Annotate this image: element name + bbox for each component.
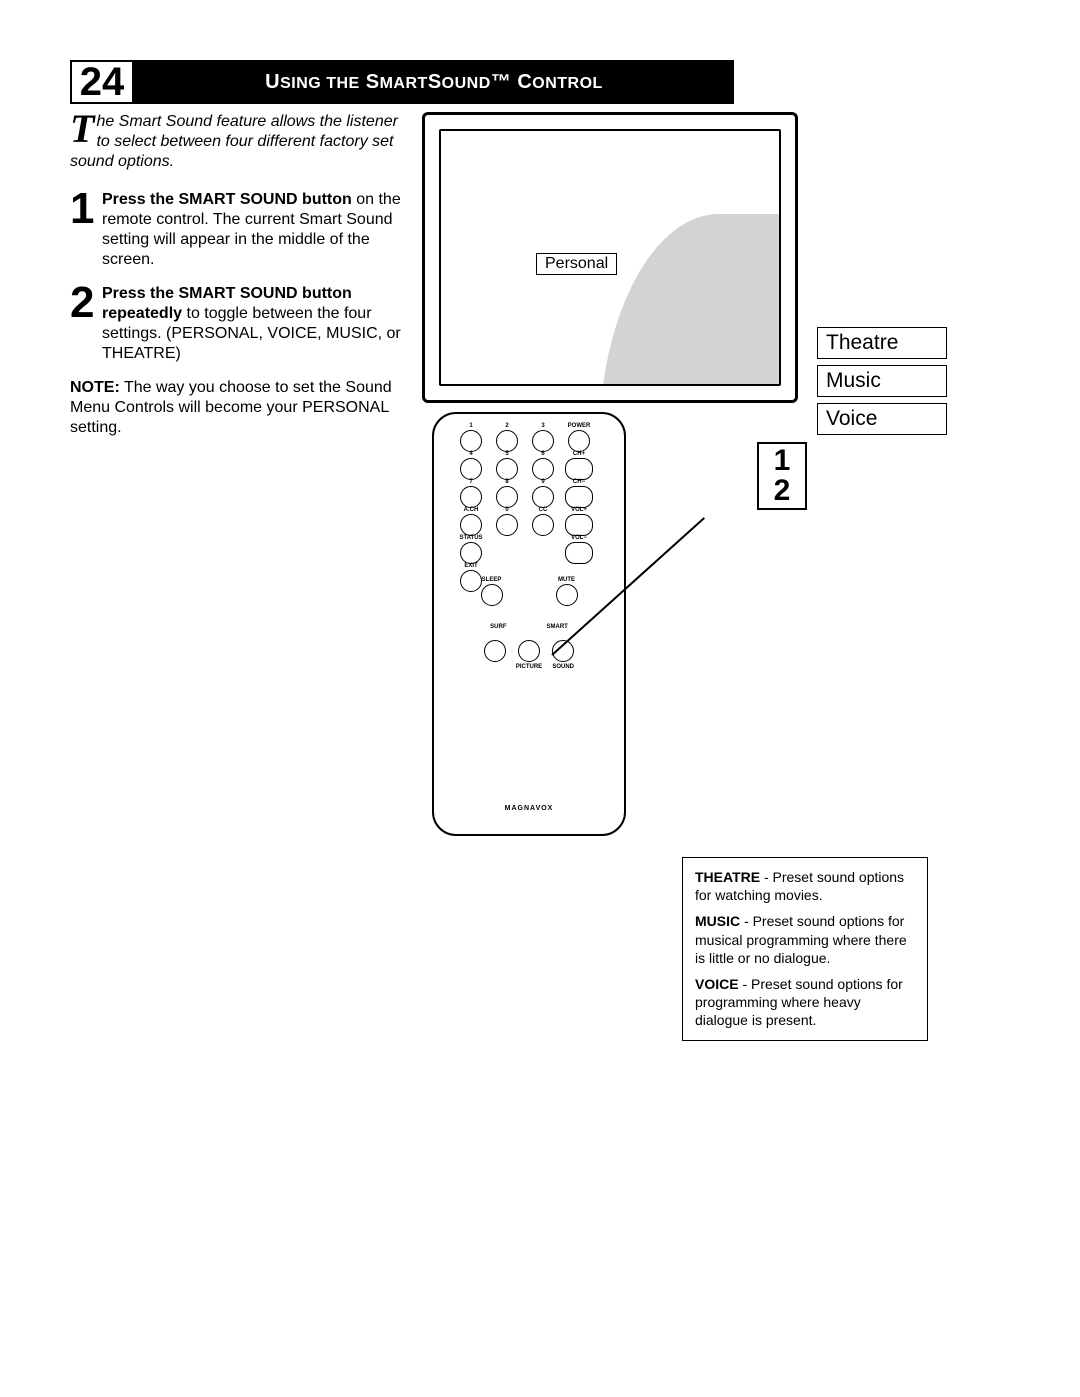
page-title: USING THE SMARTSOUND™ CONTROL	[134, 60, 734, 104]
def-voice: VOICE - Preset sound options for program…	[695, 975, 915, 1030]
remote-brand: MAGNAVOX	[434, 805, 624, 812]
remote-smart-section: SURF SMART PICTURE	[454, 624, 604, 670]
step-callout: 1 2	[757, 442, 807, 510]
step-number: 2	[70, 284, 102, 364]
remote-control: 1 2 3 POWER 4 5 6 CH+ 7 8 9 CH−	[432, 412, 622, 832]
remote-sleep-mute-row: SLEEP MUTE	[454, 584, 604, 606]
sound-options-list: Theatre Music Voice	[817, 327, 947, 441]
remote-btn-ach: A.CH	[460, 514, 482, 536]
remote-btn-6: 6	[532, 458, 554, 480]
step-body: Press the SMART SOUND button repeatedly …	[102, 284, 410, 364]
remote-keypad: 1 2 3 POWER 4 5 6 CH+ 7 8 9 CH−	[456, 428, 594, 594]
callout-1: 1	[759, 446, 805, 476]
illustration-column: Personal Theatre Music Voice 1 2	[422, 112, 982, 438]
title-text: USING THE SMARTSOUND™ CONTROL	[265, 71, 603, 94]
remote-btn-smart-picture	[518, 640, 540, 662]
surf-label: SURF	[490, 624, 506, 630]
smart-label: SMART	[547, 624, 568, 630]
step-1: 1 Press the SMART SOUND button on the re…	[70, 190, 410, 270]
step-body: Press the SMART SOUND button on the remo…	[102, 190, 410, 270]
remote-btn-1: 1	[460, 430, 482, 452]
def-music: MUSIC - Preset sound options for musical…	[695, 912, 915, 967]
intro-paragraph: T he Smart Sound feature allows the list…	[70, 112, 410, 172]
remote-btn-vol-dn: VOL−	[565, 542, 593, 564]
remote-btn-9: 9	[532, 486, 554, 508]
tv-outline: Personal	[422, 112, 798, 403]
remote-btn-sleep: SLEEP	[481, 584, 503, 606]
remote-btn-2: 2	[496, 430, 518, 452]
remote-btn-7: 7	[460, 486, 482, 508]
step-bold: Press the SMART SOUND button	[102, 191, 352, 208]
remote-btn-status: STATUS	[460, 542, 482, 564]
sound-label: SOUND	[552, 664, 574, 670]
tv-onscreen-label: Personal	[536, 253, 617, 275]
option-theatre: Theatre	[817, 327, 947, 359]
instructions-column: T he Smart Sound feature allows the list…	[70, 112, 422, 438]
remote-btn-8: 8	[496, 486, 518, 508]
definitions-box: THEATRE - Preset sound options for watch…	[682, 857, 928, 1041]
def-theatre: THEATRE - Preset sound options for watch…	[695, 868, 915, 904]
remote-beam	[599, 214, 781, 386]
intro-text: he Smart Sound feature allows the listen…	[70, 113, 398, 170]
remote-btn-5: 5	[496, 458, 518, 480]
content: T he Smart Sound feature allows the list…	[70, 112, 990, 438]
remote-btn-0: 0	[496, 514, 518, 536]
note-paragraph: NOTE: The way you choose to set the Soun…	[70, 378, 410, 438]
option-music: Music	[817, 365, 947, 397]
page-number: 24	[70, 60, 134, 104]
remote-btn-ch-up: CH+	[565, 458, 593, 480]
remote-btn-4: 4	[460, 458, 482, 480]
header: 24 USING THE SMARTSOUND™ CONTROL	[70, 60, 990, 104]
remote-btn-vol-up: VOL+	[565, 514, 593, 536]
remote-btn-cc: CC	[532, 514, 554, 536]
option-voice: Voice	[817, 403, 947, 435]
note-label: NOTE:	[70, 379, 120, 396]
callout-2: 2	[759, 476, 805, 506]
remote-btn-ch-dn: CH−	[565, 486, 593, 508]
manual-page: 24 USING THE SMARTSOUND™ CONTROL T he Sm…	[70, 60, 990, 438]
dropcap: T	[70, 112, 94, 146]
remote-btn-power: POWER	[568, 430, 590, 452]
remote-btn-3: 3	[532, 430, 554, 452]
tv-screen: Personal	[439, 129, 781, 386]
step-2: 2 Press the SMART SOUND button repeatedl…	[70, 284, 410, 364]
picture-label: PICTURE	[516, 664, 542, 670]
remote-btn-surf	[484, 640, 506, 662]
step-number: 1	[70, 190, 102, 270]
remote-body: 1 2 3 POWER 4 5 6 CH+ 7 8 9 CH−	[432, 412, 626, 836]
remote-btn-mute: MUTE	[556, 584, 578, 606]
